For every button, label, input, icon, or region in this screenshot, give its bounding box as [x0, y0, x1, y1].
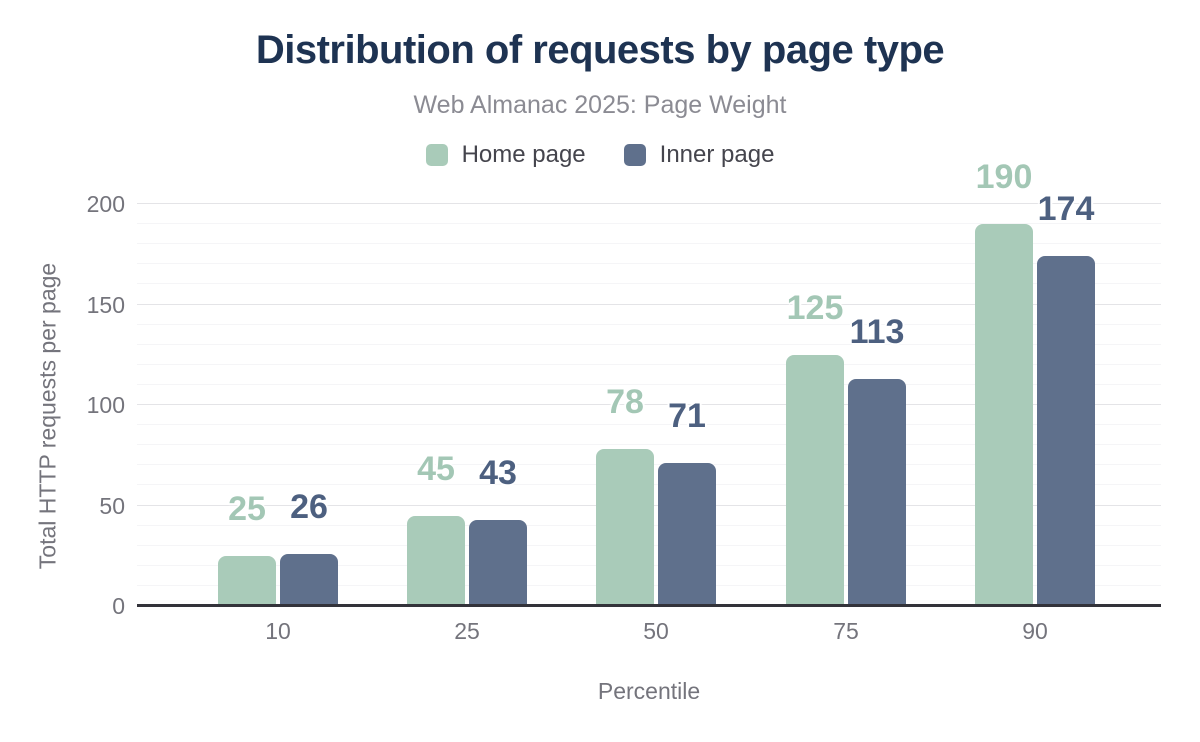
gridline-minor [137, 444, 1161, 446]
value-label: 174 [1037, 190, 1095, 228]
bar-home-page-p10[interactable] [218, 556, 276, 606]
bar-inner-page-p10[interactable] [280, 554, 338, 606]
bar-home-page-p90[interactable] [975, 224, 1033, 606]
gridline-minor [137, 243, 1161, 245]
y-tick-label: 50 [99, 492, 125, 519]
legend: Home page Inner page [0, 141, 1200, 169]
chart-subtitle: Web Almanac 2025: Page Weight [413, 91, 787, 119]
gridline-minor [137, 343, 1161, 345]
value-label: 125 [786, 289, 844, 327]
gridline-major [137, 404, 1161, 405]
bar-slot: 174 [1037, 192, 1095, 606]
chart-title: Distribution of requests by page type [255, 28, 945, 72]
value-label: 190 [975, 158, 1033, 196]
bar-group-p75: 125 113 [786, 204, 906, 606]
bar-inner-page-p25[interactable] [469, 520, 527, 606]
bar-home-page-p25[interactable] [407, 516, 465, 606]
legend-swatch-inner-page-icon [623, 144, 646, 166]
legend-item-home-page[interactable]: Home page [425, 141, 586, 169]
value-label: 113 [849, 313, 905, 351]
x-axis-title: Percentile [597, 678, 701, 704]
value-label: 78 [606, 383, 644, 421]
bar-slot: 45 [407, 204, 465, 606]
gridline-minor [137, 424, 1161, 426]
value-label: 43 [479, 454, 517, 492]
bar-group-p25: 45 43 [407, 204, 527, 606]
y-tick-label: 150 [86, 291, 125, 318]
y-tick-label: 200 [86, 191, 125, 217]
bar-inner-page-p90[interactable] [1037, 256, 1095, 606]
y-tick-label: 100 [86, 392, 125, 418]
x-tick-label: 10 [265, 618, 291, 644]
x-axis-line [137, 604, 1161, 607]
gridline-minor [137, 383, 1161, 385]
x-tick-label: 50 [643, 618, 669, 644]
bar-slot: 125 [786, 204, 844, 606]
legend-label-home-page: Home page [461, 141, 586, 168]
gridline-major [137, 303, 1161, 305]
bar-slot: 26 [280, 204, 338, 606]
bar-slot: 43 [469, 204, 527, 606]
gridline-minor [137, 223, 1161, 225]
value-label: 71 [668, 397, 706, 435]
gridline-minor [137, 363, 1161, 365]
bar-slot: 113 [848, 204, 906, 606]
value-label: 25 [228, 490, 266, 528]
legend-item-inner-page[interactable]: Inner page [623, 141, 775, 169]
bar-group-p10: 25 26 [218, 204, 338, 606]
gridline-minor [137, 323, 1161, 325]
bar-home-page-p50[interactable] [596, 449, 654, 606]
gridline-minor [137, 263, 1161, 265]
bar-slot: 190 [975, 160, 1033, 606]
y-tick-label: 0 [112, 593, 125, 619]
legend-swatch-home-page-icon [425, 144, 448, 166]
bar-home-page-p75[interactable] [786, 355, 844, 606]
gridline-major [137, 203, 1161, 204]
bar-slot: 78 [596, 204, 654, 606]
gridline-minor [137, 283, 1161, 285]
legend-label-inner-page: Inner page [659, 141, 775, 168]
bar-group-p50: 78 71 [596, 204, 716, 606]
x-tick-label: 90 [1022, 618, 1048, 644]
bar-inner-page-p50[interactable] [658, 463, 716, 606]
bar-inner-page-p75[interactable] [848, 379, 906, 606]
bar-slot: 25 [218, 204, 276, 606]
plot-area: 0 50 100 150 200 25 26 10 45 43 25 78 71 50 125 113 75 19… [87, 160, 1161, 644]
value-label: 26 [290, 488, 328, 526]
bar-group-p90: 190 174 [975, 160, 1095, 606]
x-tick-label: 75 [833, 618, 859, 644]
x-tick-label: 25 [454, 618, 480, 644]
bar-slot: 71 [658, 204, 716, 606]
value-label: 45 [417, 450, 455, 488]
